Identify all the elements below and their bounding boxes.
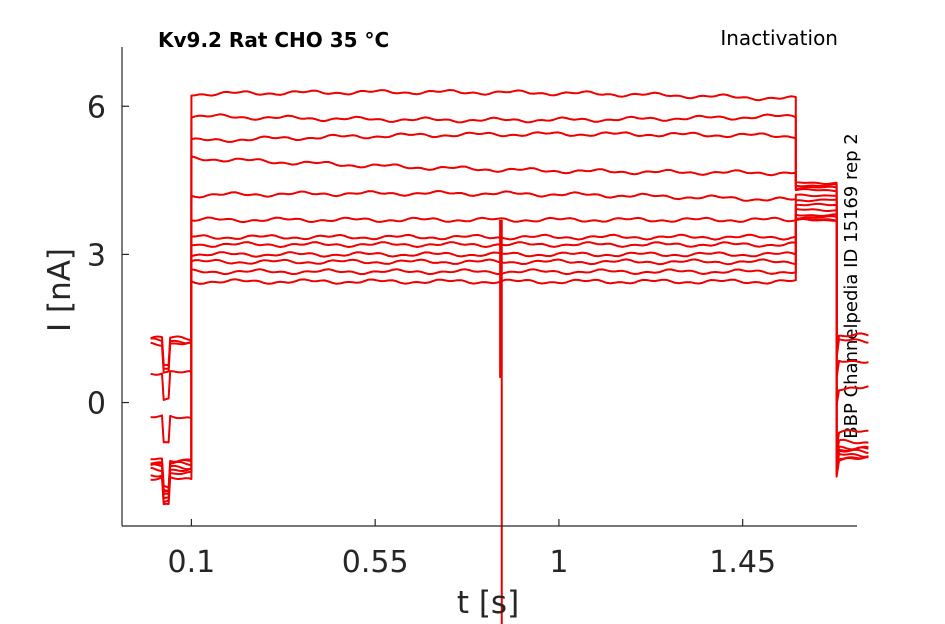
x-axis-ticks: 0.1 0.55 1 1.45	[168, 519, 776, 580]
artifact-spike	[499, 219, 503, 624]
source-id-label: BBP Channelpedia ID 15169 rep 2	[841, 133, 862, 438]
current-trace	[150, 113, 869, 370]
current-trace	[150, 89, 869, 366]
y-tick-label: 6	[87, 90, 106, 125]
y-axis-ticks: 0 3 6	[87, 90, 129, 422]
current-trace	[150, 215, 869, 500]
current-trace	[150, 198, 869, 489]
x-tick-label: 0.1	[168, 545, 216, 580]
current-trace	[150, 208, 869, 493]
y-axis-label: I [nA]	[42, 248, 78, 332]
current-trace	[150, 155, 869, 406]
trace-group	[150, 89, 869, 624]
current-trace	[150, 202, 869, 492]
y-tick-label: 0	[87, 387, 106, 422]
x-tick-label: 1.45	[709, 545, 776, 580]
current-trace	[150, 131, 869, 379]
x-tick-label: 1	[549, 545, 568, 580]
current-trace	[150, 217, 869, 504]
protocol-label: Inactivation	[720, 26, 838, 50]
current-trace	[150, 217, 869, 506]
chart-title: Kv9.2 Rat CHO 35 °C	[158, 28, 389, 52]
x-axis-label: t [s]	[457, 585, 519, 621]
current-trace	[150, 190, 869, 451]
y-tick-label: 3	[87, 238, 106, 273]
x-tick-label: 0.55	[342, 545, 409, 580]
current-trace	[150, 213, 869, 495]
